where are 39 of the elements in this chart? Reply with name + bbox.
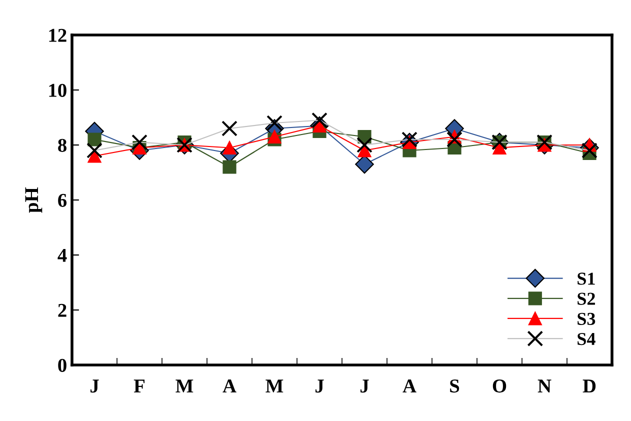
legend-label: S2 [578, 292, 595, 305]
y-tick-label: 12 [49, 28, 66, 42]
point [88, 149, 102, 163]
x-tick-label: M [266, 380, 284, 392]
point [222, 160, 236, 174]
x-tick-label: O [492, 380, 506, 393]
x-tick-label: J [90, 380, 99, 393]
x-tick-label: F [134, 380, 145, 392]
legend-label: S1 [578, 272, 595, 285]
x-tick-label: A [222, 380, 236, 392]
point [132, 134, 148, 150]
y-tick-label: 2 [58, 304, 66, 317]
point [222, 120, 238, 136]
point [402, 132, 418, 148]
point [582, 142, 598, 158]
x-tick-label: D [582, 380, 596, 392]
legend-label: S3 [578, 312, 596, 325]
point [222, 140, 236, 155]
y-tick-label: 0 [58, 358, 66, 372]
x-tick-label: S [450, 380, 460, 393]
point [88, 132, 102, 146]
point [312, 112, 328, 128]
x-tick-label: J [360, 380, 369, 393]
x-tick-label: N [538, 380, 552, 392]
x-tick-label: A [402, 380, 416, 392]
legend-label: S4 [578, 332, 596, 346]
point [268, 130, 282, 144]
point [358, 144, 372, 158]
point [446, 132, 462, 148]
y-tick-label: 4 [58, 248, 67, 262]
x-tick-label: M [176, 380, 194, 392]
y-tick-label: 6 [58, 194, 67, 207]
point [266, 115, 282, 131]
point [86, 142, 102, 158]
x-tick-label: J [316, 380, 324, 393]
y-tick-label: 8 [58, 138, 66, 152]
point [356, 137, 372, 153]
y-axis-title: pH [25, 187, 42, 213]
y-tick-label: 10 [49, 84, 66, 97]
